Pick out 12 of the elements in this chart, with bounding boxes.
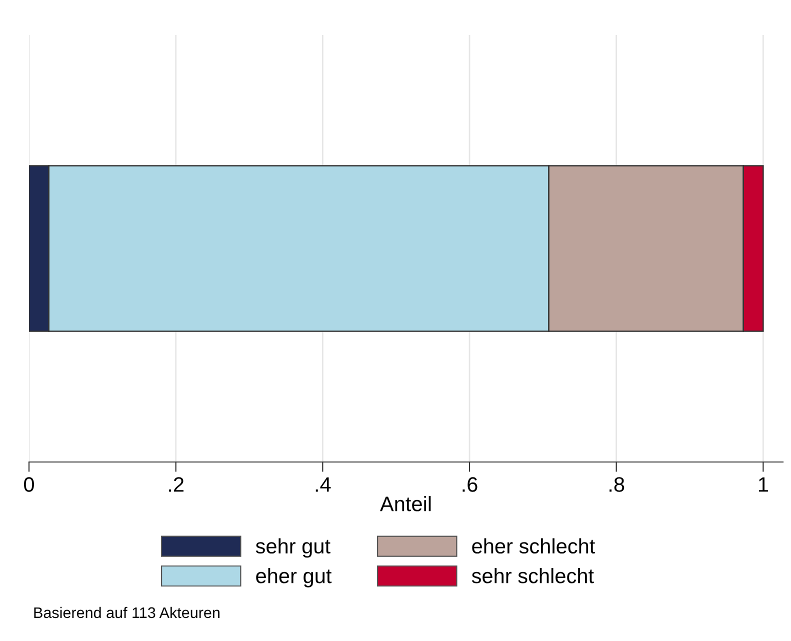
legend-label: sehr schlecht [472,568,594,584]
legend-label: sehr gut [256,538,330,558]
x-tick-label: .6 [462,477,478,492]
x-tick-label: .2 [169,477,184,492]
text: Basierend auf 113 Akteuren [34,606,220,618]
legend-label: eher gut [256,568,332,588]
x-tick-label: 0 [24,477,34,492]
x-tick-label: .8 [610,477,624,492]
x-tick-label: .4 [316,477,331,492]
x-axis-title: Anteil [380,496,431,512]
legend-label: eher schlecht [472,538,596,554]
x-tick-label: 1 [758,477,768,492]
